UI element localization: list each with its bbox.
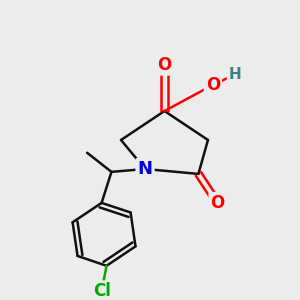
Text: Cl: Cl [93,282,110,300]
Text: O: O [210,194,225,212]
Text: O: O [206,76,220,94]
Text: H: H [229,67,241,82]
Text: N: N [138,160,153,178]
Text: O: O [158,56,172,74]
